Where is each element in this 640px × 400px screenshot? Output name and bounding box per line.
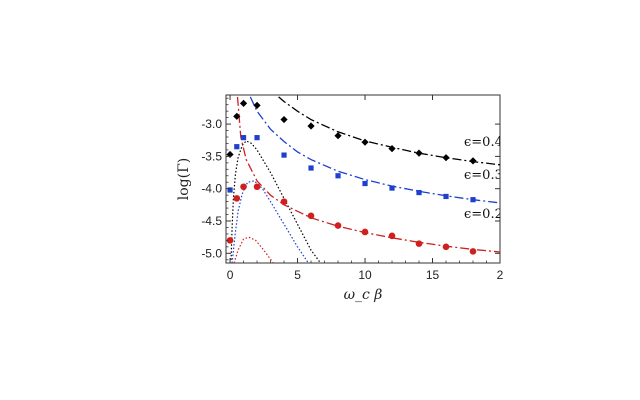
asymptotic-curve-2 — [236, 96, 500, 253]
data-point-1 — [308, 165, 314, 171]
y-tick-label: -4.0 — [201, 182, 222, 196]
curve-label-2: ϵ=0.2 — [464, 207, 503, 222]
data-point-0 — [233, 112, 241, 120]
data-point-0 — [334, 132, 342, 140]
plot-frame — [225, 94, 501, 264]
curve-label-0: ϵ=0.4 — [464, 135, 503, 150]
data-point-1 — [362, 180, 368, 187]
data-point-1 — [227, 187, 233, 193]
y-tick-label: -4.5 — [201, 214, 222, 228]
x-tick-label: 5 — [294, 268, 301, 282]
data-point-1 — [281, 152, 287, 158]
x-tick-label: 15 — [426, 268, 440, 282]
data-point-2 — [415, 240, 423, 247]
data-point-2 — [280, 198, 288, 205]
data-point-2 — [307, 212, 315, 220]
data-point-0 — [415, 149, 423, 157]
data-point-1 — [389, 185, 395, 191]
data-point-0 — [388, 145, 396, 153]
curve-label-1: ϵ=0.3 — [464, 168, 503, 183]
data-point-1 — [470, 197, 476, 203]
y-tick-label: -3.5 — [201, 149, 222, 163]
data-point-1 — [234, 144, 240, 150]
small-x-curve-1 — [231, 180, 309, 263]
data-point-0 — [226, 150, 234, 159]
x-tick-label: 10 — [358, 268, 372, 282]
y-tick-label: -3.0 — [201, 117, 222, 131]
data-point-0 — [280, 115, 288, 124]
data-point-1 — [254, 135, 260, 141]
data-point-2 — [240, 183, 247, 191]
y-axis-title: log(Γ) — [176, 158, 192, 201]
data-point-2 — [334, 222, 342, 229]
data-point-1 — [416, 189, 422, 196]
small-x-curve-0 — [230, 140, 321, 263]
data-point-0 — [253, 101, 261, 109]
data-point-2 — [442, 243, 450, 251]
data-point-2 — [233, 195, 241, 202]
data-point-0 — [239, 99, 248, 107]
x-tick-label: 2 — [497, 268, 504, 282]
data-point-2 — [226, 237, 234, 244]
data-point-2 — [253, 183, 261, 191]
x-tick-label: 0 — [227, 268, 234, 282]
data-point-1 — [240, 135, 247, 141]
data-point-0 — [469, 157, 477, 165]
small-x-curve-2 — [233, 236, 274, 263]
data-point-0 — [307, 122, 315, 130]
y-tick-label: -5.0 — [201, 246, 222, 260]
asymptotic-curve-1 — [249, 96, 500, 204]
data-point-2 — [388, 232, 396, 240]
data-point-0 — [361, 138, 369, 146]
data-point-2 — [361, 228, 369, 236]
data-point-2 — [469, 248, 477, 255]
data-point-1 — [443, 193, 449, 200]
data-point-0 — [442, 154, 450, 162]
asymptotic-curve-0 — [278, 96, 500, 166]
data-point-1 — [335, 173, 341, 179]
x-axis-title: ω_c β — [344, 287, 383, 303]
